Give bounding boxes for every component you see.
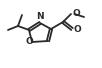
Text: O: O: [73, 9, 80, 18]
Text: O: O: [74, 25, 81, 34]
Text: N: N: [36, 12, 44, 21]
Text: O: O: [25, 37, 33, 47]
